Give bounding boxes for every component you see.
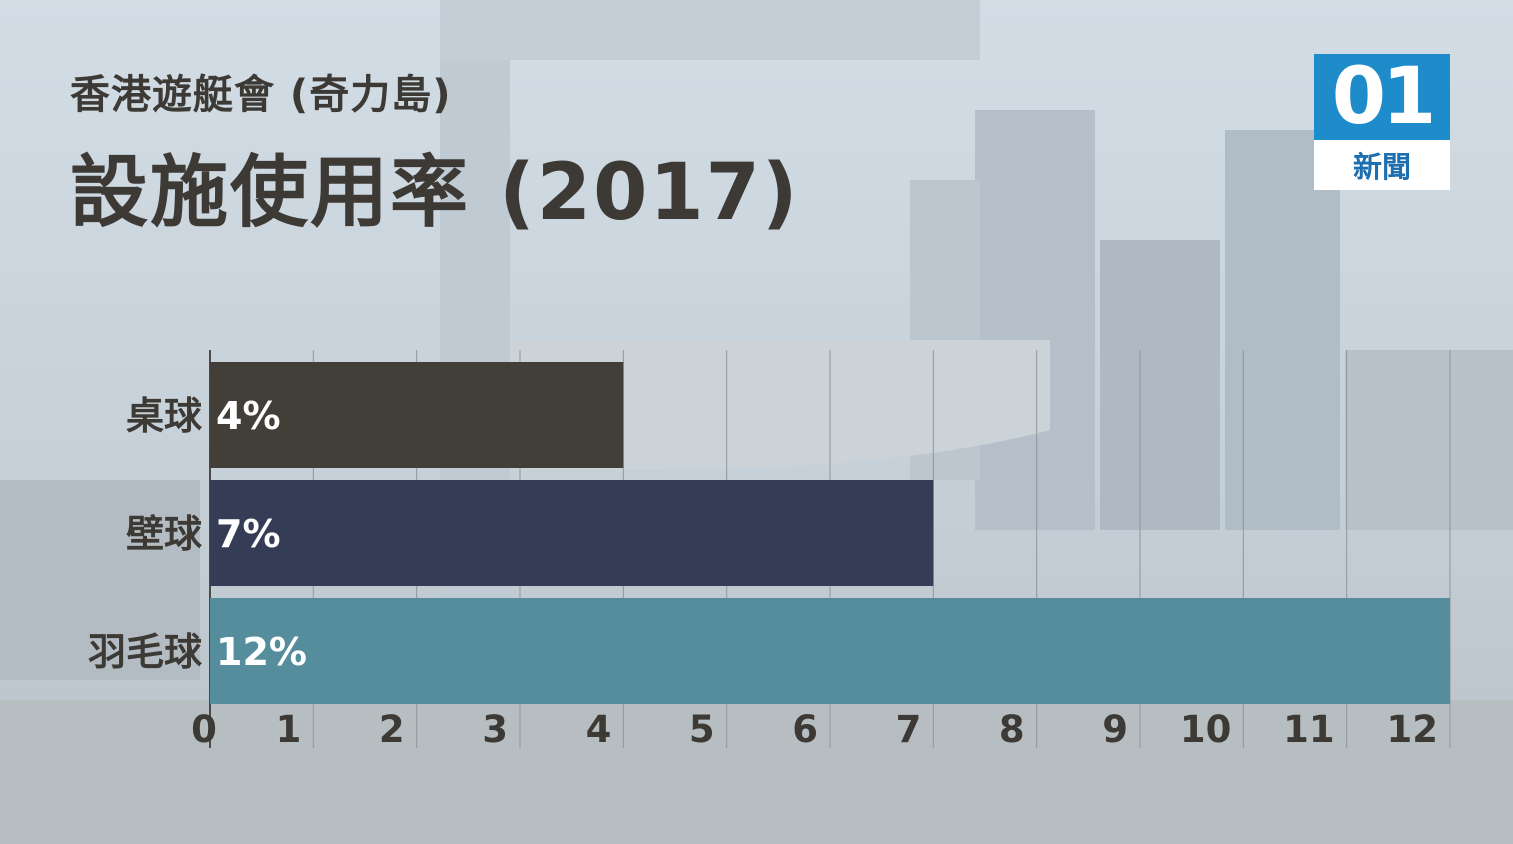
x-tick-label-4: 4 xyxy=(586,708,612,751)
logo-mark: 01 xyxy=(1331,52,1437,142)
chart-subtitle: 香港遊艇會 (奇力島) xyxy=(70,72,452,118)
value-label-2: 7% xyxy=(216,512,281,556)
value-label-1: 4% xyxy=(216,394,281,438)
hk01-logo: 01 新聞 xyxy=(1314,52,1450,190)
logo-text: 新聞 xyxy=(1314,140,1450,190)
category-label-3: 羽毛球 xyxy=(88,630,203,674)
x-tick-label-5: 5 xyxy=(689,708,715,751)
bars xyxy=(210,362,1450,704)
x-tick-label-0: 0 xyxy=(191,708,217,751)
x-tick-label-12: 12 xyxy=(1387,708,1439,751)
x-tick-label-11: 11 xyxy=(1283,708,1335,751)
x-tick-label-2: 2 xyxy=(379,708,405,751)
value-label-3: 12% xyxy=(216,630,307,674)
bar-1 xyxy=(210,362,624,468)
x-tick-label-1: 1 xyxy=(276,708,302,751)
category-label-1: 桌球 xyxy=(126,394,203,438)
x-tick-label-10: 10 xyxy=(1180,708,1232,751)
category-label-2: 壁球 xyxy=(126,512,203,556)
x-tick-label-8: 8 xyxy=(999,708,1025,751)
bar-3 xyxy=(210,598,1450,704)
chart-title: 設施使用率 (2017) xyxy=(70,148,800,238)
logo-top-panel xyxy=(1314,54,1450,140)
x-tick-label-3: 3 xyxy=(482,708,508,751)
x-tick-label-6: 6 xyxy=(792,708,818,751)
bar-2 xyxy=(210,480,934,586)
x-tick-label-9: 9 xyxy=(1102,708,1128,751)
x-tick-label-7: 7 xyxy=(896,708,922,751)
